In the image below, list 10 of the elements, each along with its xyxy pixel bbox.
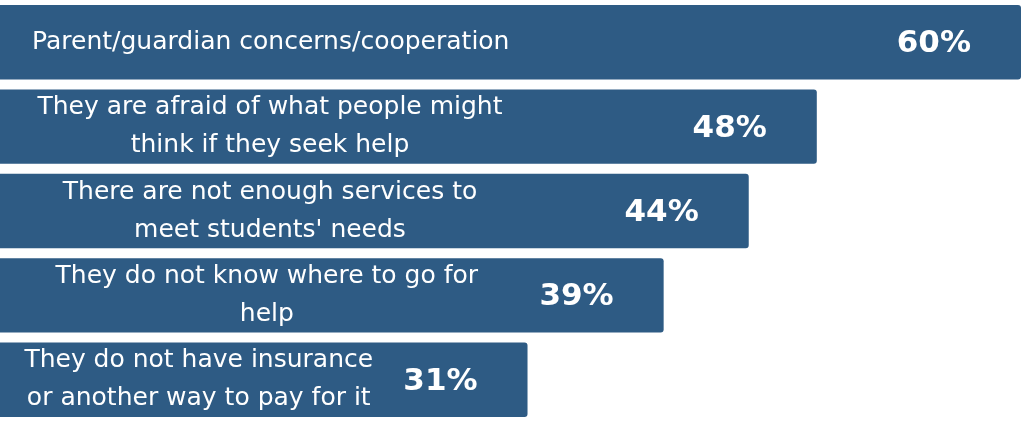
y-tick-label: They do not know where to go for help xyxy=(54,259,479,327)
y-tick-label: Parent/guardian concerns/cooperation xyxy=(32,25,510,55)
y-tick-label: There are not enough services to meet students' needs xyxy=(61,175,478,243)
data-label: 31% xyxy=(403,360,478,397)
data-label: 44% xyxy=(624,192,699,229)
data-label: 39% xyxy=(539,276,614,313)
data-label: 60% xyxy=(896,23,971,60)
y-tick-label: They are afraid of what people might think if they seek help xyxy=(36,91,503,159)
data-label: 48% xyxy=(692,107,767,144)
y-tick-label: They do not have insurance or another way to pay for it xyxy=(23,344,374,412)
